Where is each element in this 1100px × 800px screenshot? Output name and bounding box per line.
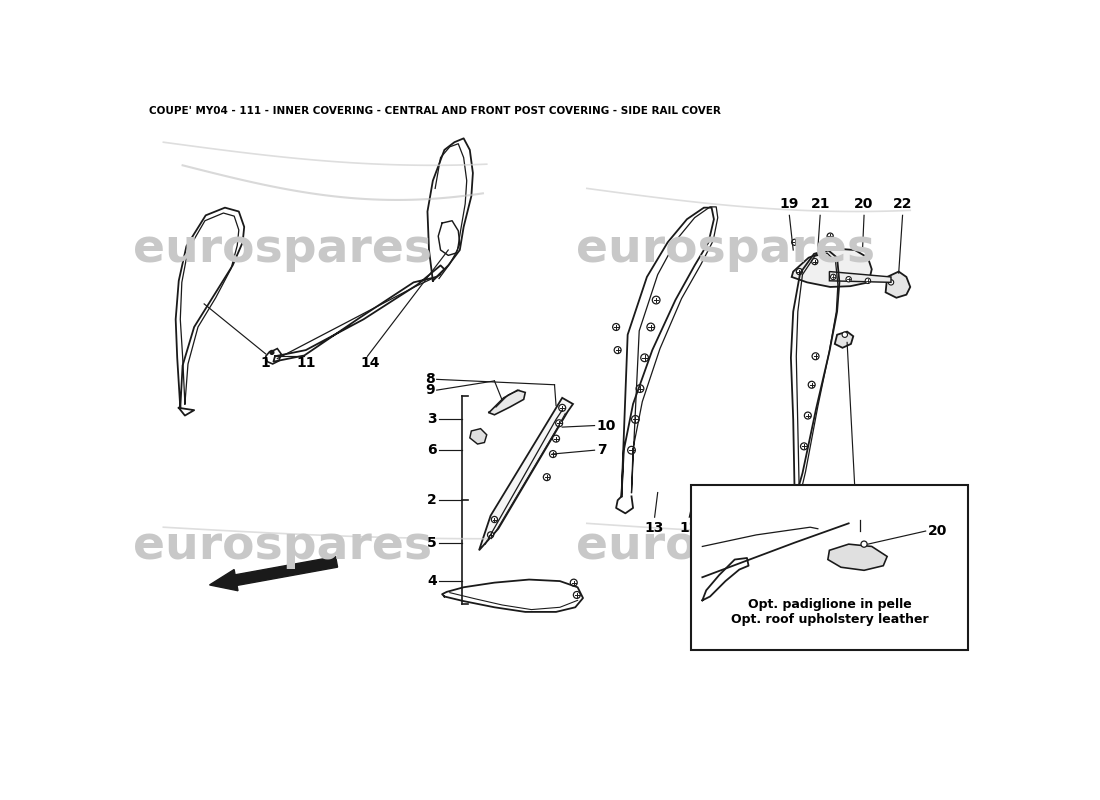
Circle shape [550,450,557,458]
Text: 20: 20 [855,198,873,211]
Text: eurospares: eurospares [133,524,432,569]
Polygon shape [470,429,486,444]
Polygon shape [266,349,282,364]
Polygon shape [829,271,891,282]
Text: 6: 6 [427,443,437,457]
Polygon shape [792,249,871,287]
Text: Opt. roof upholstery leather: Opt. roof upholstery leather [730,613,928,626]
Circle shape [631,415,639,423]
Circle shape [552,435,560,442]
Text: eurospares: eurospares [133,227,432,273]
Text: 15: 15 [806,521,826,535]
Text: 11: 11 [297,356,317,370]
Text: 4: 4 [427,574,437,588]
Text: 16: 16 [722,521,741,535]
Text: 2: 2 [427,494,437,507]
Circle shape [804,412,812,419]
Text: 7: 7 [597,443,606,457]
Text: 18: 18 [847,521,866,535]
Circle shape [827,233,834,239]
Polygon shape [886,271,911,298]
Circle shape [613,323,619,330]
Text: Opt. padiglione in pelle: Opt. padiglione in pelle [748,598,911,610]
Circle shape [570,579,578,586]
Text: 20: 20 [928,524,947,538]
Text: 19: 19 [780,198,799,211]
Text: 1: 1 [261,356,271,370]
Text: 21: 21 [811,198,829,211]
Text: 5: 5 [427,536,437,550]
Circle shape [487,532,494,538]
Circle shape [796,269,803,274]
Circle shape [556,420,562,426]
Circle shape [636,385,644,393]
Text: 12: 12 [680,521,698,535]
Polygon shape [488,390,526,414]
Circle shape [812,353,820,360]
Circle shape [543,474,550,481]
Circle shape [270,350,274,354]
Text: 14: 14 [360,356,379,370]
Circle shape [861,541,867,547]
FancyArrow shape [209,557,338,590]
Polygon shape [480,398,573,550]
Circle shape [866,278,870,283]
Circle shape [492,517,497,522]
Circle shape [830,274,836,280]
Text: COUPE' MY04 - 111 - INNER COVERING - CENTRAL AND FRONT POST COVERING - SIDE RAIL: COUPE' MY04 - 111 - INNER COVERING - CEN… [150,106,722,116]
Circle shape [801,443,807,450]
Text: 8: 8 [425,372,435,386]
Polygon shape [835,332,854,348]
Text: 13: 13 [645,521,664,535]
Text: 3: 3 [427,413,437,426]
Text: 9: 9 [425,383,435,397]
FancyBboxPatch shape [691,485,968,650]
Text: 10: 10 [597,418,616,433]
Circle shape [647,323,654,331]
Circle shape [812,258,818,265]
Polygon shape [828,544,887,570]
Circle shape [614,346,622,354]
Circle shape [652,296,660,304]
Circle shape [628,446,636,454]
Circle shape [792,239,798,246]
Circle shape [846,277,851,282]
Circle shape [640,354,649,362]
Circle shape [889,280,893,285]
Circle shape [808,382,815,388]
Text: eurospares: eurospares [576,524,874,569]
Circle shape [843,332,847,338]
Circle shape [573,591,581,598]
Text: 17: 17 [762,521,781,535]
Circle shape [559,404,565,411]
Text: eurospares: eurospares [576,227,874,273]
Text: 22: 22 [893,198,912,211]
